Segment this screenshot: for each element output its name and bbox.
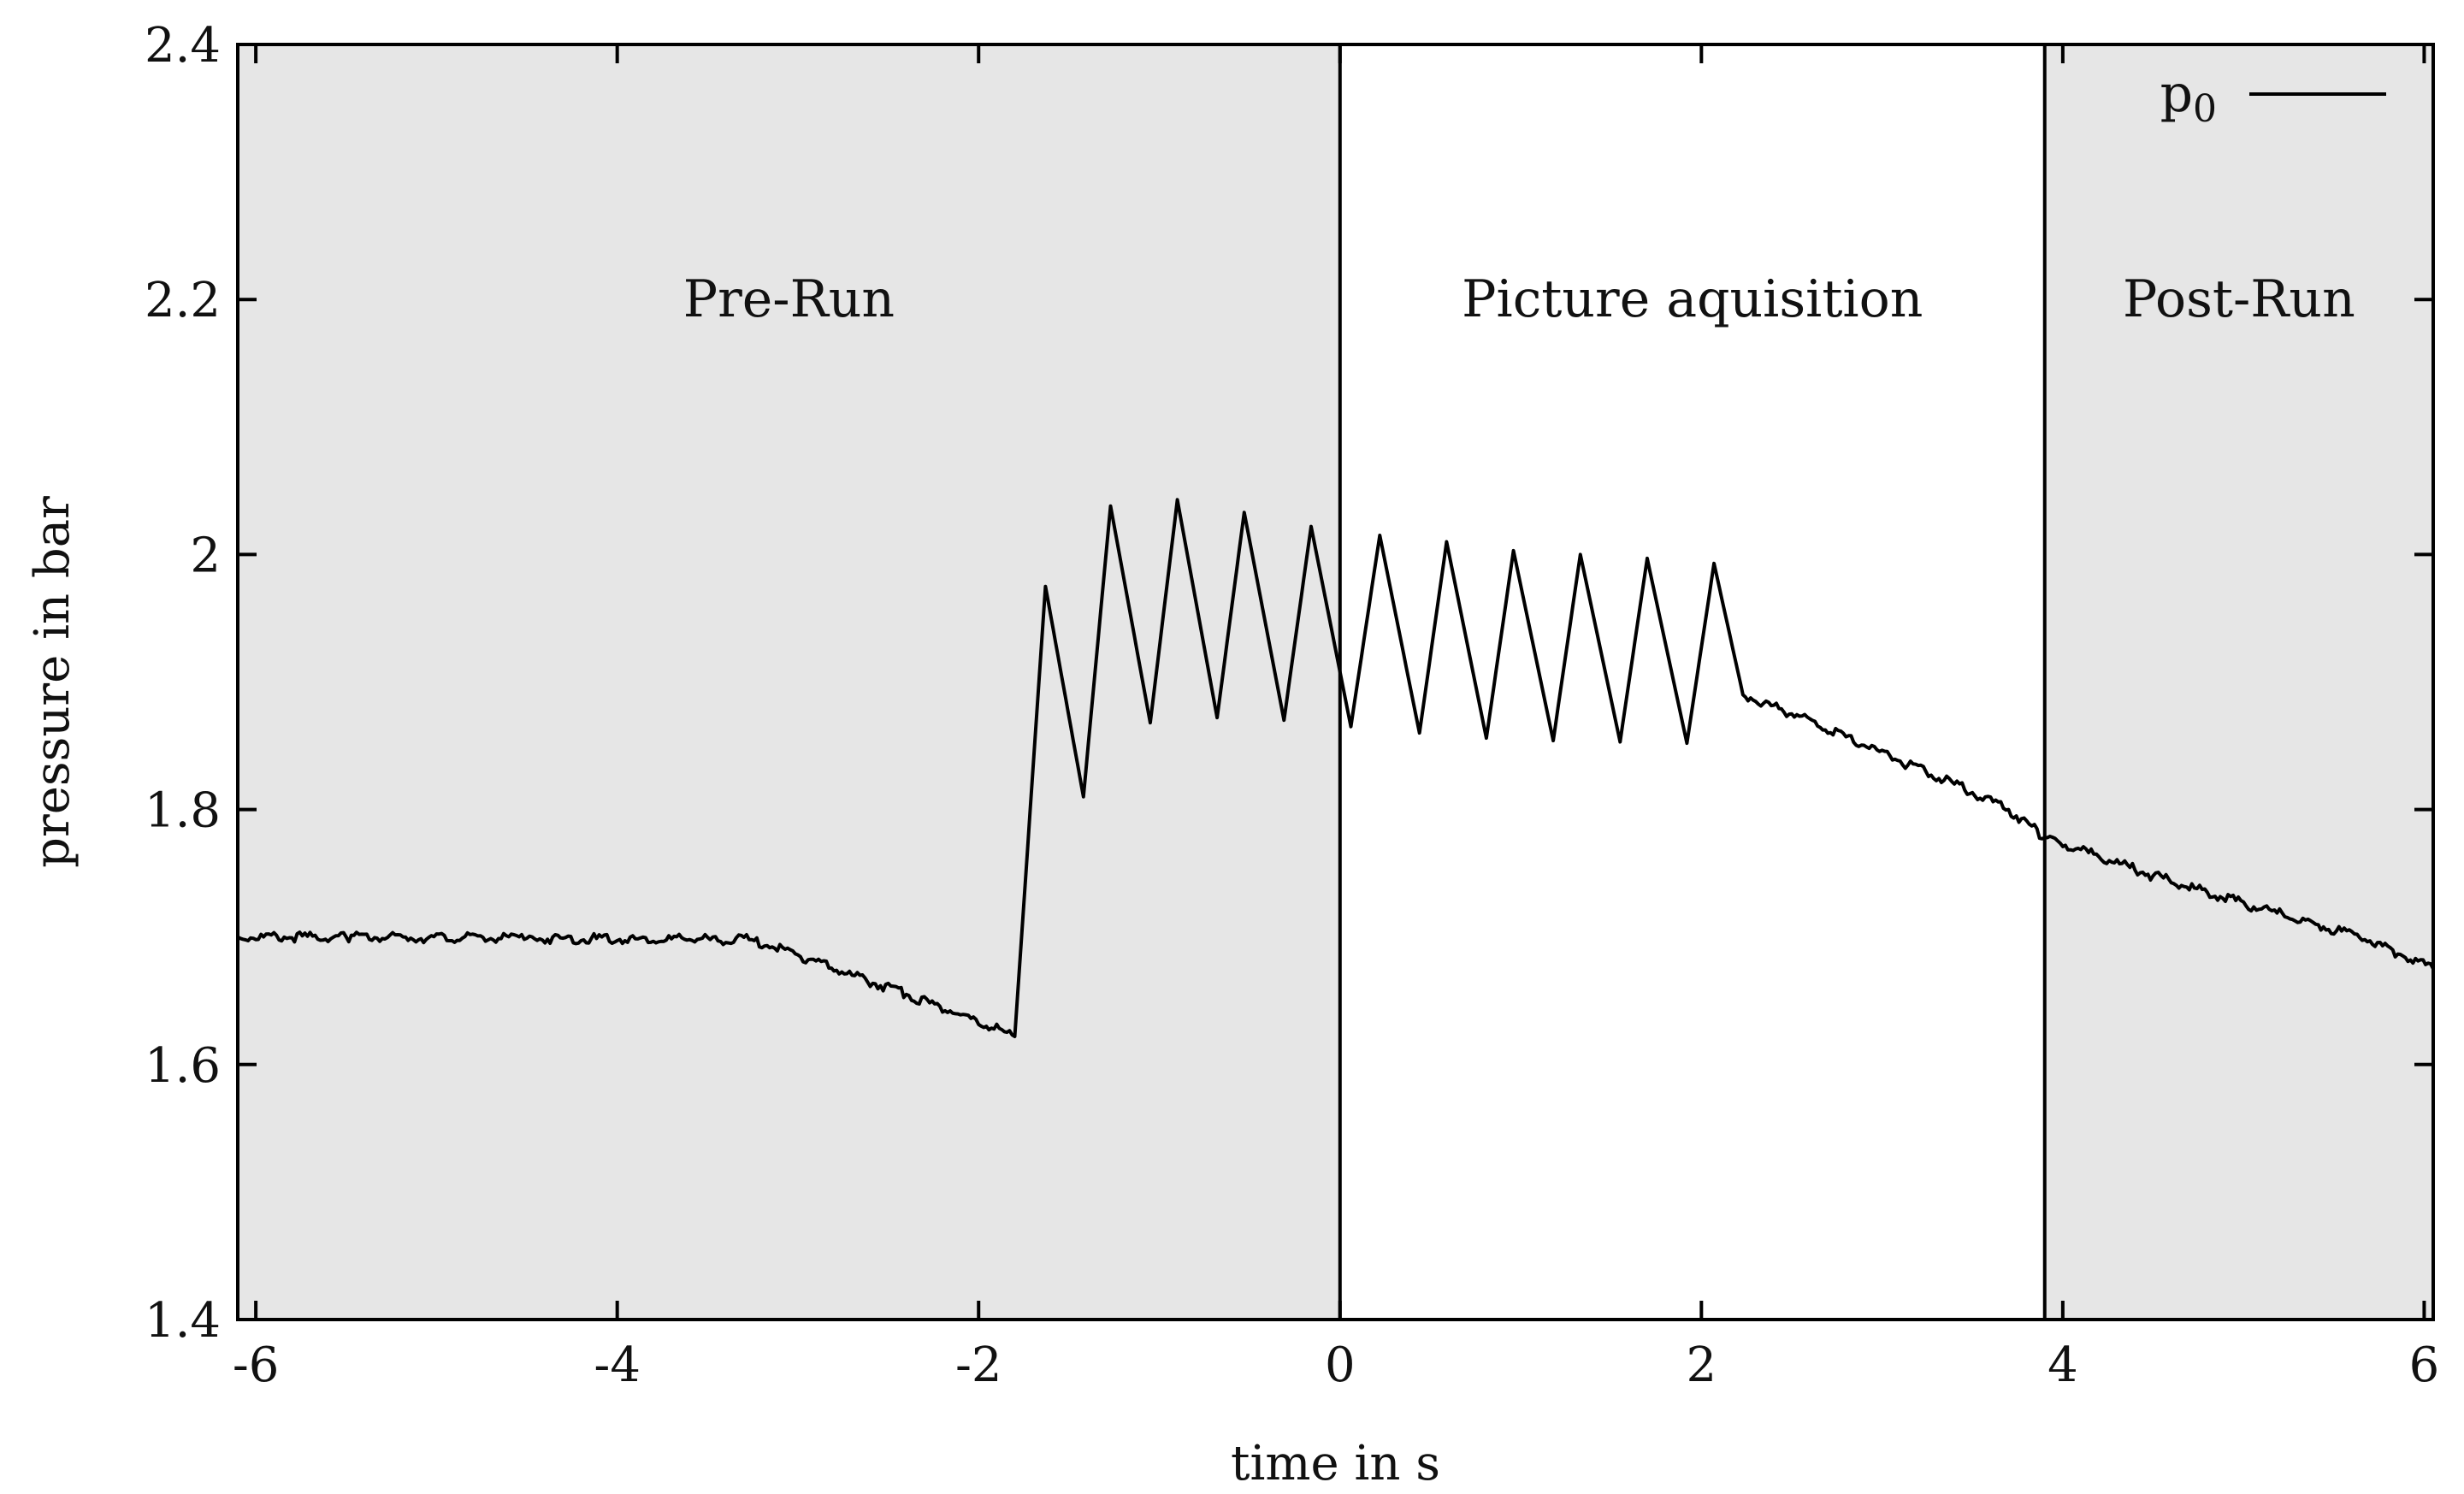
region-label: Picture aquisition: [1462, 269, 1923, 329]
y-tick-label: 1.4: [145, 1293, 221, 1349]
x-tick-label: 4: [2047, 1338, 2078, 1393]
region-label: Pre-Run: [683, 269, 895, 329]
y-tick-label: 2.2: [145, 273, 221, 328]
x-tick-label: -2: [955, 1338, 1002, 1393]
x-tick-label: -4: [594, 1338, 641, 1393]
plot-border: [236, 43, 2435, 1321]
legend: p0: [2160, 64, 2386, 131]
background-regions: [238, 44, 2433, 1320]
region-background-2: [2044, 44, 2433, 1320]
y-tick-label: 1.8: [145, 783, 221, 839]
x-axis-label: time in s: [1231, 1436, 1440, 1491]
y-tick-label: 2.4: [145, 18, 221, 74]
x-tick-label: 0: [1325, 1338, 1356, 1393]
region-label: Post-Run: [2123, 269, 2355, 329]
x-tick-label: 6: [2409, 1338, 2440, 1393]
region-background-1: [1339, 44, 2045, 1320]
region-background-0: [238, 44, 1340, 1320]
data-series-layer: [237, 498, 2435, 1038]
x-tick-label: 2: [1687, 1338, 1717, 1393]
plot-frame: [236, 43, 2435, 1321]
series-line-p0: [237, 498, 2435, 1038]
region-boundary-lines: [1338, 44, 2047, 1320]
y-tick-label: 2: [190, 528, 221, 583]
y-axis-label: pressure in bar: [25, 496, 80, 868]
legend-label: p0: [2160, 64, 2217, 131]
region-labels: Pre-Run Picture aquisition Post-Run: [683, 269, 2355, 329]
ticks-layer: -6 -4 -2 0 2 4 6 1.4 1.6 1.8 2 2.2 2.4: [145, 18, 2439, 1393]
x-tick-label: -6: [233, 1338, 280, 1393]
y-tick-label: 1.6: [145, 1038, 221, 1094]
